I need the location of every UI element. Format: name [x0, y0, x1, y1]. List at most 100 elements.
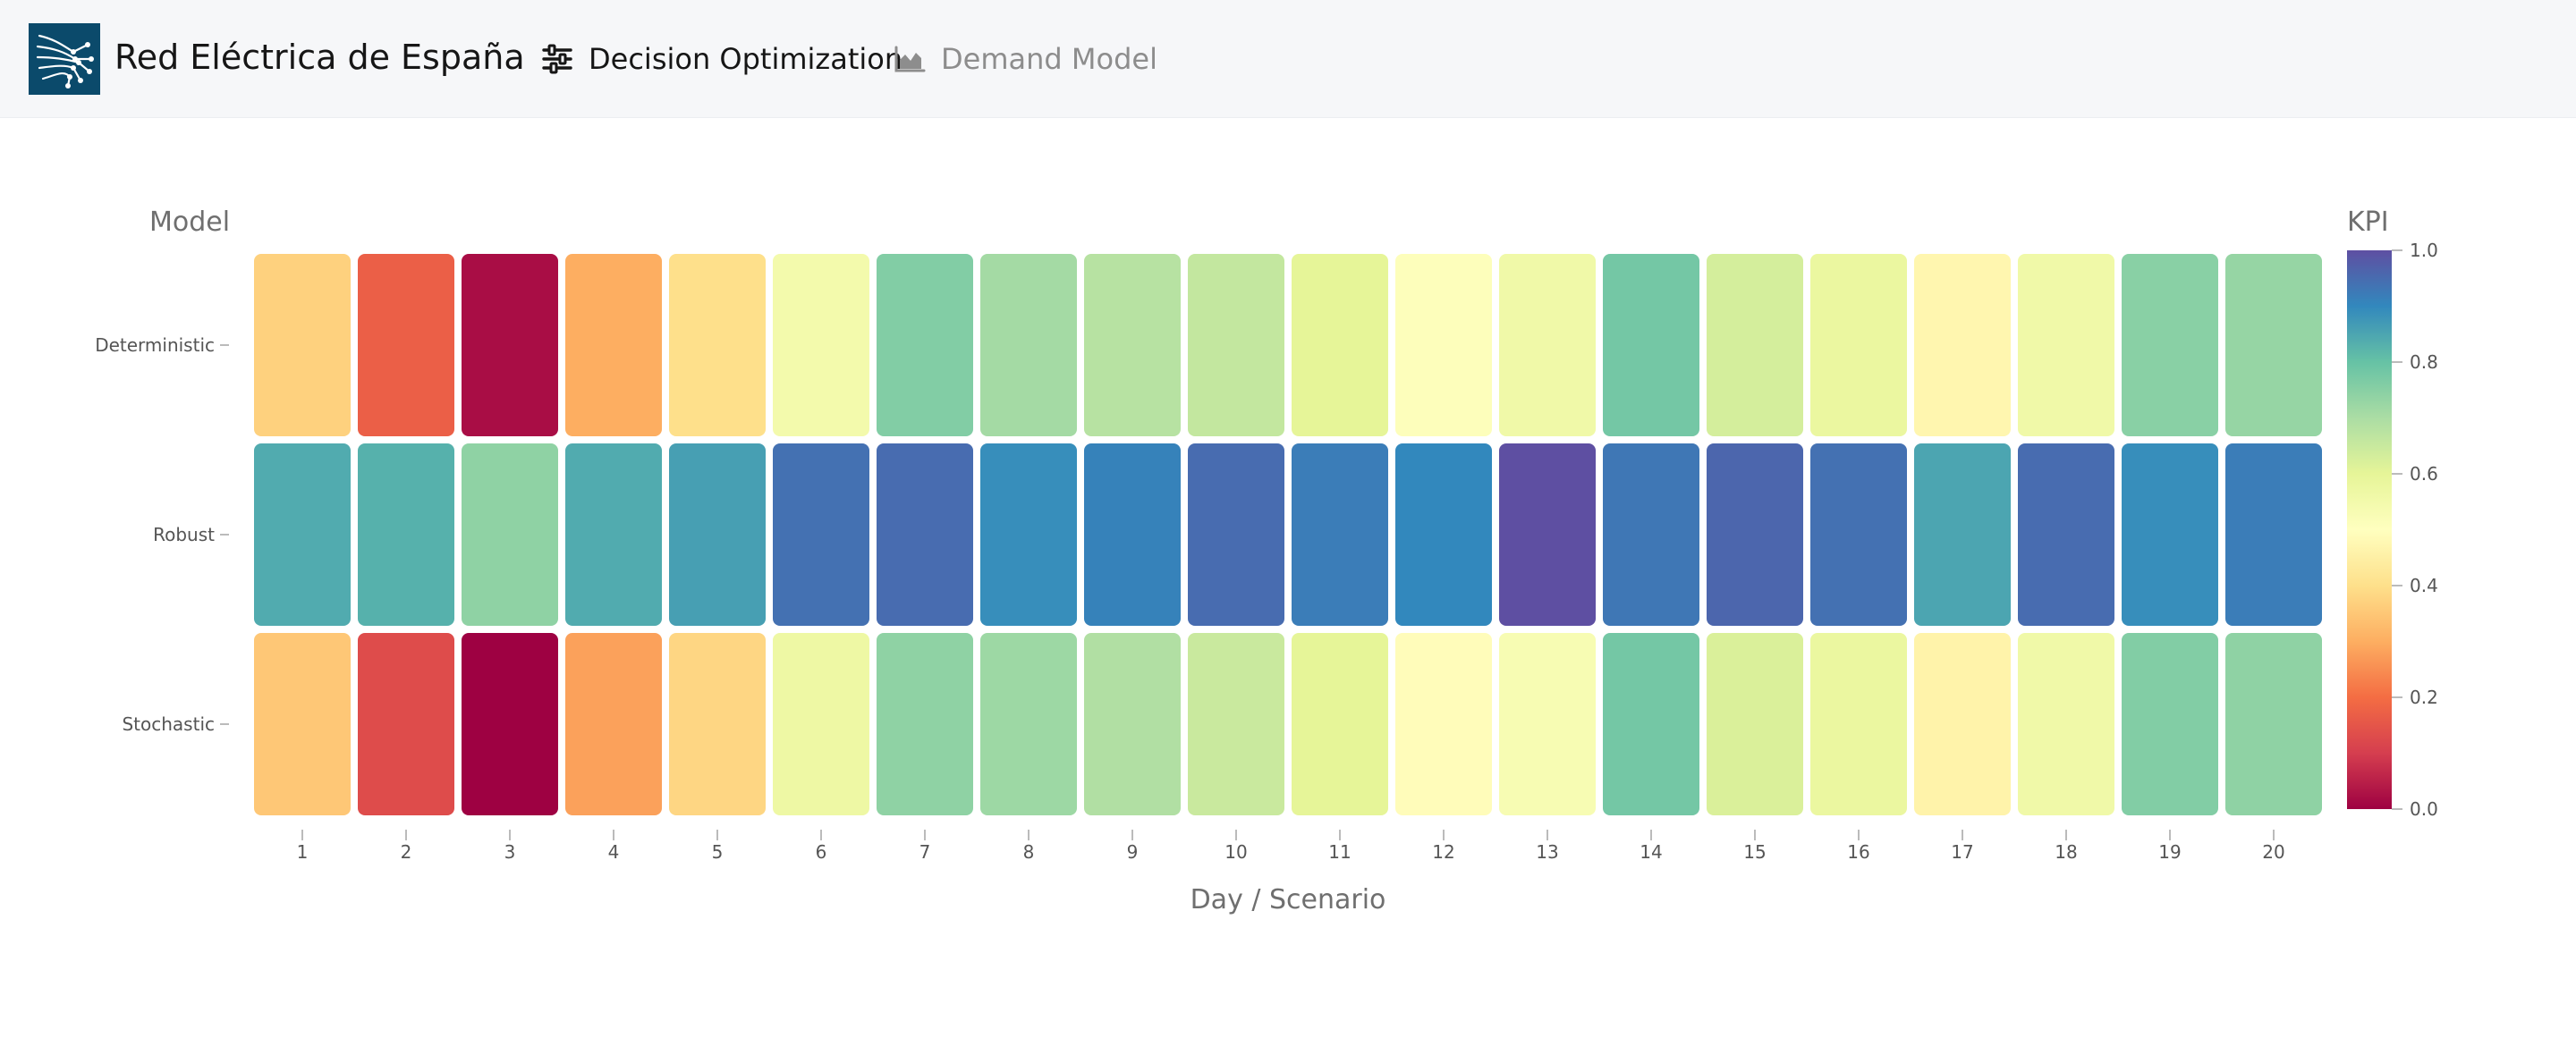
x-tick-label: 1 — [297, 841, 309, 863]
heatmap-cell — [2122, 633, 2218, 815]
colorbar-tick-label: 0.8 — [2410, 351, 2438, 373]
heatmap-cell — [1914, 633, 2011, 815]
heatmap-cell — [1810, 633, 1907, 815]
x-axis-title: Day / Scenario — [1191, 884, 1386, 915]
heatmap-cell — [773, 254, 869, 436]
heatmap-cell — [669, 254, 766, 436]
x-tick-label: 15 — [1743, 841, 1766, 863]
heatmap-cell — [773, 633, 869, 815]
heatmap-cell — [877, 443, 973, 626]
heatmap-cell — [1499, 443, 1596, 626]
x-tick-label: 12 — [1432, 841, 1454, 863]
heatmap-cell — [358, 254, 454, 436]
heatmap-cell — [254, 443, 351, 626]
heatmap-cell — [1292, 443, 1388, 626]
heatmap-cell — [1603, 443, 1699, 626]
heatmap-cell — [1188, 633, 1284, 815]
heatmap-cell — [1499, 633, 1596, 815]
y-tick-label: Stochastic — [122, 713, 215, 735]
heatmap-cell — [254, 254, 351, 436]
heatmap-cell — [1707, 254, 1803, 436]
heatmap-cell — [1084, 443, 1181, 626]
network-icon — [36, 34, 94, 89]
heatmap-cell — [980, 633, 1077, 815]
heatmap-cell — [1603, 633, 1699, 815]
x-tick-label: 7 — [919, 841, 931, 863]
heatmap-cell — [1395, 254, 1492, 436]
heatmap-cell — [462, 633, 558, 815]
heatmap-cell — [254, 633, 351, 815]
heatmap-cell — [358, 443, 454, 626]
heatmap-cell — [773, 443, 869, 626]
x-tick-label: 4 — [608, 841, 620, 863]
logo[interactable] — [29, 23, 100, 95]
heatmap-cell — [565, 443, 662, 626]
heatmap-cell — [1084, 254, 1181, 436]
colorbar — [2347, 250, 2392, 809]
x-tick-label: 9 — [1127, 841, 1139, 863]
sliders-icon — [540, 42, 574, 76]
heatmap-cell — [1499, 254, 1596, 436]
x-tick-label: 11 — [1328, 841, 1351, 863]
x-tick-label: 2 — [401, 841, 412, 863]
heatmap-cell — [1810, 254, 1907, 436]
heatmap-cell — [980, 254, 1077, 436]
heatmap-cell — [2225, 443, 2322, 626]
heatmap-cell — [1810, 443, 1907, 626]
colorbar-tick-label: 0.6 — [2410, 463, 2438, 485]
heatmap-cell — [2018, 254, 2114, 436]
heatmap-cell — [669, 443, 766, 626]
heatmap-cell — [1707, 443, 1803, 626]
x-tick-label: 10 — [1224, 841, 1247, 863]
nav-decision-optimization[interactable]: Decision Optimization — [540, 34, 902, 84]
heatmap-cell — [2018, 443, 2114, 626]
heatmap-cell — [1292, 633, 1388, 815]
nav-item-label: Demand Model — [941, 42, 1157, 76]
heatmap-cell — [1603, 254, 1699, 436]
y-tick-label: Robust — [153, 524, 215, 545]
y-tick-label: Deterministic — [95, 334, 215, 356]
heatmap-cell — [462, 443, 558, 626]
x-tick-label: 6 — [816, 841, 827, 863]
x-tick-label: 19 — [2158, 841, 2181, 863]
heatmap-cell — [565, 254, 662, 436]
heatmap-cell — [358, 633, 454, 815]
heatmap-cell — [1292, 254, 1388, 436]
heatmap-cell — [1914, 254, 2011, 436]
x-tick-label: 14 — [1640, 841, 1662, 863]
colorbar-tick-label: 0.4 — [2410, 575, 2438, 596]
nav-item-label: Decision Optimization — [589, 42, 903, 76]
heatmap-cell — [980, 443, 1077, 626]
colorbar-tick-label: 0.0 — [2410, 798, 2438, 820]
heatmap-cell — [669, 633, 766, 815]
heatmap-cell — [1188, 254, 1284, 436]
heatmap-cell — [2122, 254, 2218, 436]
navbar: Red Eléctrica de España Decision Optimiz… — [0, 0, 2576, 118]
x-tick-label: 8 — [1023, 841, 1035, 863]
x-tick-label: 3 — [504, 841, 516, 863]
colorbar-tick-label: 1.0 — [2410, 240, 2438, 261]
heatmap-cell — [877, 254, 973, 436]
area-chart-icon — [893, 42, 927, 76]
heatmap-cell — [877, 633, 973, 815]
heatmap-cell — [462, 254, 558, 436]
heatmap-cell — [1395, 443, 1492, 626]
x-tick-label: 5 — [712, 841, 724, 863]
heatmap-cell — [1707, 633, 1803, 815]
heatmap-cell — [1084, 633, 1181, 815]
heatmap-cell — [1395, 633, 1492, 815]
heatmap-cell — [2018, 633, 2114, 815]
heatmap-cell — [1188, 443, 1284, 626]
heatmap-cell — [565, 633, 662, 815]
heatmap-cell — [1914, 443, 2011, 626]
brand-name[interactable]: Red Eléctrica de España — [114, 38, 525, 77]
x-tick-label: 17 — [1951, 841, 1973, 863]
x-tick-label: 16 — [1847, 841, 1869, 863]
x-tick-label: 18 — [2055, 841, 2077, 863]
heatmap-cell — [2225, 633, 2322, 815]
x-tick-label: 13 — [1536, 841, 1558, 863]
heatmap-cell — [2122, 443, 2218, 626]
y-axis-title: Model — [149, 207, 230, 238]
nav-demand-model[interactable]: Demand Model — [893, 34, 1157, 84]
